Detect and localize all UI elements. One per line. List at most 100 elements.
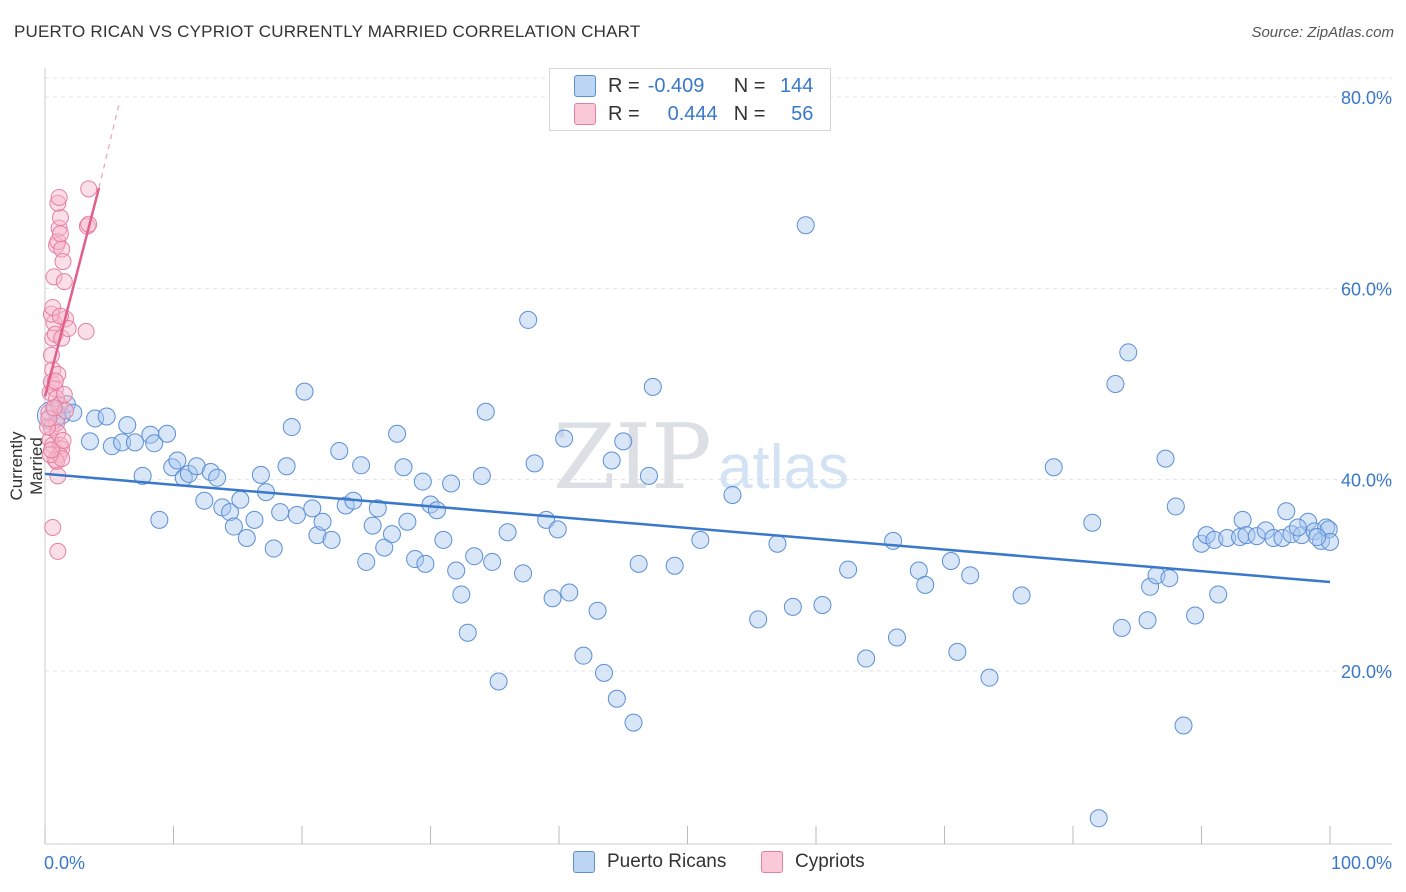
data-point-puerto-rican — [1174, 716, 1193, 735]
legend-n-label: N = — [733, 102, 766, 125]
data-point-puerto-rican — [796, 216, 815, 235]
series-puerto-ricans — [36, 216, 1339, 828]
data-point-puerto-rican — [357, 552, 376, 571]
data-point-cypriot — [77, 322, 95, 340]
data-point-puerto-rican — [264, 539, 283, 558]
tick-labels: 20.0% 40.0% 60.0% 80.0% 0.0% 100.0% — [44, 88, 1392, 873]
data-point-puerto-rican — [271, 503, 290, 522]
data-point-puerto-rican — [607, 689, 626, 708]
data-point-cypriot — [44, 518, 62, 536]
data-point-puerto-rican — [548, 520, 567, 539]
data-point-puerto-rican — [118, 416, 137, 435]
data-point-puerto-rican — [948, 642, 967, 661]
data-point-puerto-rican — [498, 523, 517, 542]
data-point-cypriot — [51, 225, 69, 243]
data-point-puerto-rican — [416, 554, 435, 573]
x-tick-label: 0.0% — [44, 853, 85, 873]
legend-label: Cypriots — [795, 851, 865, 872]
data-point-puerto-rican — [406, 550, 425, 569]
data-point-puerto-rican — [313, 512, 332, 531]
data-point-puerto-rican — [665, 556, 684, 575]
y-tick-label: 80.0% — [1341, 88, 1392, 108]
data-point-puerto-rican — [394, 458, 413, 477]
data-point-puerto-rican — [588, 601, 607, 620]
legend-swatch-blue — [573, 851, 595, 873]
data-point-puerto-rican — [398, 512, 417, 531]
data-point-puerto-rican — [555, 429, 574, 448]
data-point-cypriot — [55, 386, 73, 404]
data-point-cypriot — [55, 273, 73, 291]
data-point-puerto-rican — [961, 566, 980, 585]
data-point-puerto-rican — [113, 433, 132, 452]
y-tick-label: 20.0% — [1341, 662, 1392, 682]
watermark-zip: ZIP — [553, 405, 712, 510]
data-point-puerto-rican — [102, 437, 121, 456]
data-point-puerto-rican — [602, 451, 621, 470]
legend-item-puerto-ricans[interactable]: Puerto Ricans — [573, 851, 726, 873]
data-point-puerto-rican — [1112, 618, 1131, 637]
data-point-puerto-rican — [749, 610, 768, 629]
legend-row-puerto-ricans: R = -0.409 N = 144 — [574, 72, 813, 100]
data-point-cypriot — [53, 240, 71, 258]
trend-lines — [43, 101, 1331, 584]
y-tick-label: 60.0% — [1341, 279, 1392, 299]
data-point-puerto-rican — [1166, 497, 1185, 516]
trend-line-cypriots — [43, 187, 101, 397]
data-point-puerto-rican — [614, 432, 633, 451]
data-point-puerto-rican — [514, 564, 533, 583]
data-point-puerto-rican — [1119, 343, 1138, 362]
gridlines — [45, 77, 1392, 672]
data-point-puerto-rican — [277, 457, 296, 476]
data-point-cypriot — [39, 418, 57, 436]
data-point-puerto-rican — [224, 517, 243, 536]
legend-n-value: 56 — [791, 102, 814, 125]
data-point-puerto-rican — [322, 530, 341, 549]
data-point-puerto-rican — [519, 310, 538, 329]
data-point-puerto-rican — [388, 424, 407, 443]
data-point-puerto-rican — [86, 409, 105, 428]
data-point-puerto-rican — [543, 589, 562, 608]
data-point-puerto-rican — [643, 377, 662, 396]
data-point-puerto-rican — [1186, 606, 1205, 625]
legend-r-value: -0.409 — [647, 74, 705, 97]
data-point-puerto-rican — [574, 646, 593, 665]
data-point-puerto-rican — [560, 583, 579, 602]
stats-legend: R = -0.409 N = 144 R = 0.444 N = 56 — [549, 68, 831, 131]
data-point-puerto-rican — [1012, 586, 1031, 605]
data-point-puerto-rican — [158, 424, 177, 443]
data-point-cypriot — [48, 389, 66, 407]
data-point-puerto-rican — [97, 407, 116, 426]
source-note: Source: ZipAtlas.com — [1251, 24, 1394, 41]
data-point-cypriot — [49, 542, 67, 560]
data-point-puerto-rican — [413, 472, 432, 491]
data-point-puerto-rican — [1083, 513, 1102, 532]
legend-item-cypriots[interactable]: Cypriots — [761, 851, 865, 873]
data-point-puerto-rican — [483, 552, 502, 571]
legend-row-cypriots: R = 0.444 N = 56 — [574, 100, 813, 128]
data-point-puerto-rican — [1089, 809, 1108, 828]
data-point-puerto-rican — [1106, 375, 1125, 393]
data-point-puerto-rican — [221, 503, 240, 522]
data-point-puerto-rican — [1044, 458, 1063, 477]
y-tick-label: 40.0% — [1341, 471, 1392, 491]
data-point-puerto-rican — [150, 510, 169, 529]
data-point-puerto-rican — [1277, 502, 1296, 521]
data-point-puerto-rican — [179, 464, 198, 483]
data-point-cypriot — [50, 396, 68, 414]
data-point-puerto-rican — [168, 451, 187, 470]
data-point-puerto-rican — [723, 485, 742, 504]
data-point-puerto-rican — [768, 534, 787, 553]
data-point-cypriot — [42, 441, 60, 459]
data-point-puerto-rican — [489, 672, 508, 691]
data-point-cypriot — [51, 209, 69, 227]
data-point-puerto-rican — [839, 560, 858, 579]
data-point-puerto-rican — [237, 529, 256, 548]
data-point-cypriot — [49, 194, 67, 212]
data-point-cypriot — [80, 180, 98, 198]
data-point-puerto-rican — [472, 466, 491, 485]
data-point-puerto-rican — [133, 466, 152, 485]
trend-line-cypriots-extension — [98, 101, 121, 189]
data-point-puerto-rican — [458, 623, 477, 642]
data-point-puerto-rican — [352, 456, 371, 475]
